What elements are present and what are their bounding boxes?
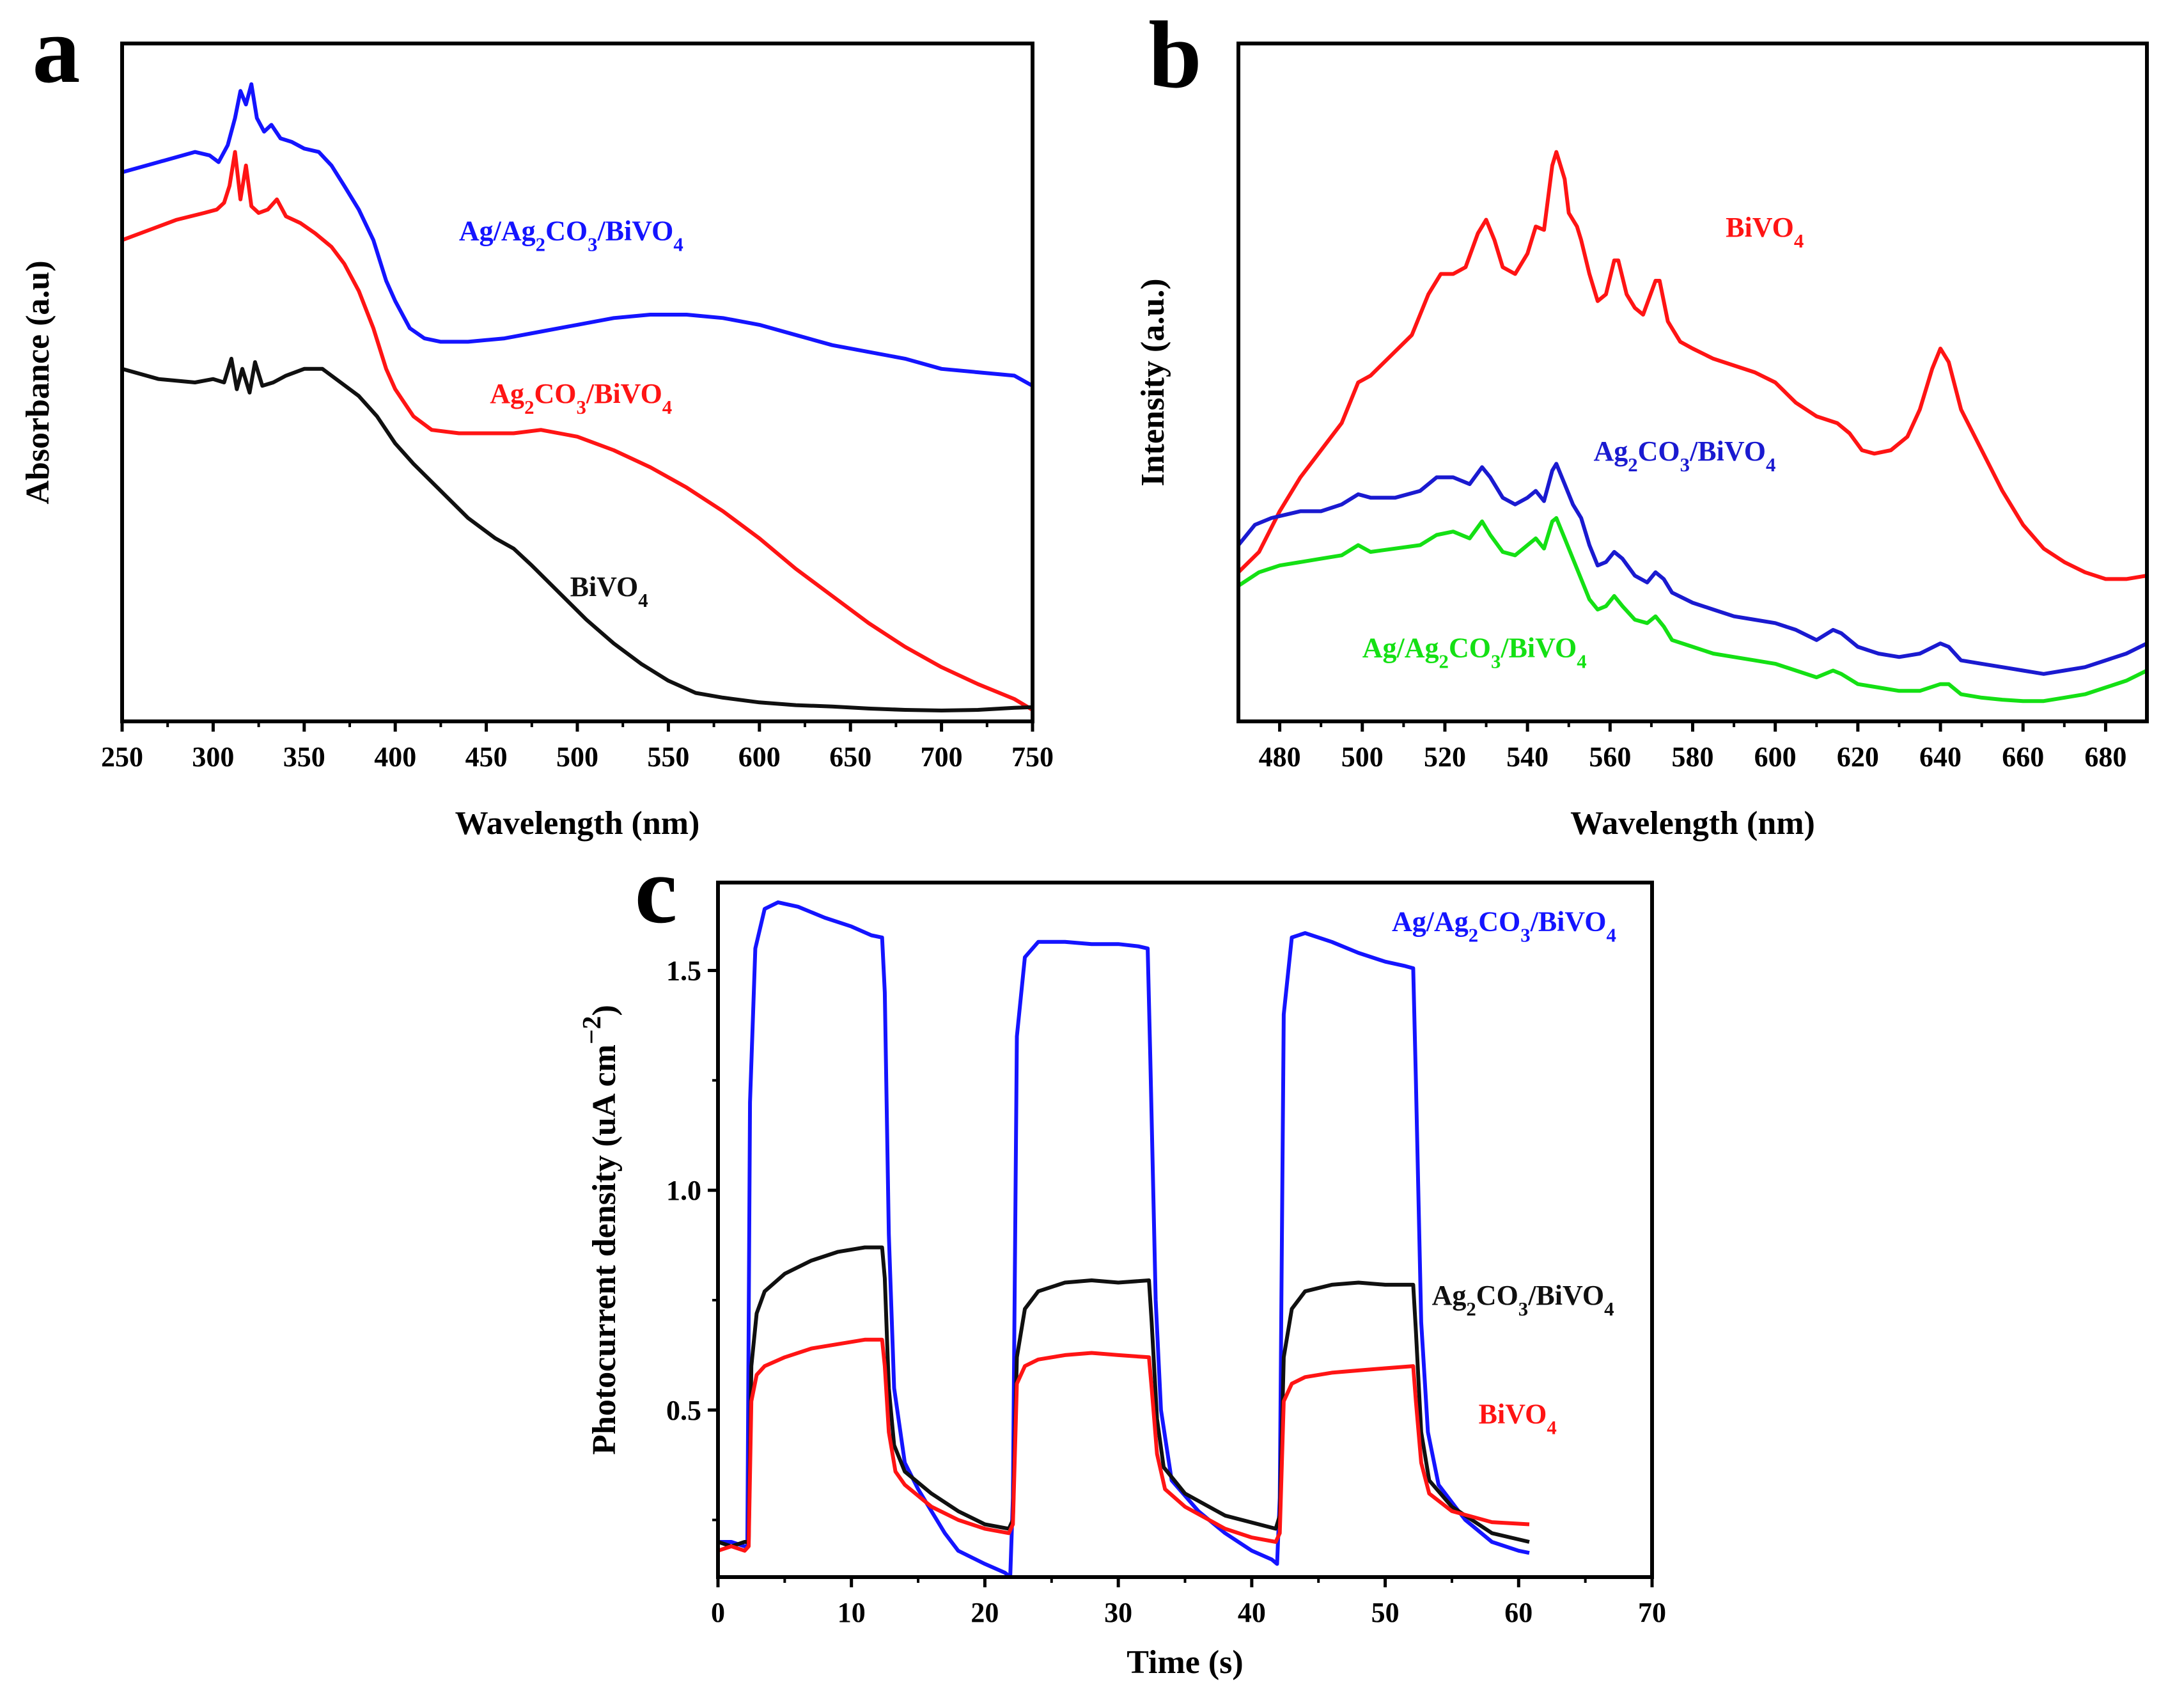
legend-label-ag2co3-bivo4: Ag2CO3/BiVO4 xyxy=(1432,1280,1614,1320)
x-tick-label: 30 xyxy=(1104,1597,1132,1628)
legend-label-bivo4: BiVO4 xyxy=(570,571,648,611)
x-axis-label: Wavelength (nm) xyxy=(1570,805,1815,842)
series-line-ag2co3-bivo4 xyxy=(718,1245,1530,1548)
x-tick-label: 250 xyxy=(101,741,143,773)
x-tick-label: 10 xyxy=(838,1597,866,1628)
legend-label-bivo4: BiVO4 xyxy=(1479,1398,1557,1438)
x-tick-label: 660 xyxy=(2002,741,2044,773)
x-tick-label: 480 xyxy=(1259,741,1301,773)
x-tick-label: 680 xyxy=(2084,741,2126,773)
y-axis-label: Absorbance (a.u) xyxy=(20,260,56,504)
legend-label-ag2co3-bivo4: Ag2CO3/BiVO4 xyxy=(490,378,672,418)
series-group xyxy=(718,900,1530,1577)
legend-label-ag-ag2co3-bivo4: Ag/Ag2CO3/BiVO4 xyxy=(1392,906,1616,947)
x-tick-label: 400 xyxy=(374,741,416,773)
x-tick-label: 50 xyxy=(1371,1597,1400,1628)
series-group xyxy=(1238,150,2147,703)
x-tick-label: 70 xyxy=(1638,1597,1666,1628)
panel-letter-c: c xyxy=(635,837,678,943)
legend-label-ag-ag2co3-bivo4: Ag/Ag2CO3/BiVO4 xyxy=(459,215,683,255)
series-group xyxy=(122,82,1033,712)
x-tick-label: 560 xyxy=(1589,741,1631,773)
x-tick-label: 540 xyxy=(1506,741,1548,773)
x-tick-label: 550 xyxy=(647,741,689,773)
x-tick-label: 60 xyxy=(1504,1597,1533,1628)
x-axis-label: Wavelength (nm) xyxy=(455,805,700,842)
panel-c: c 0 10 20 30 40 50 60 70 0.5 1.0 1.5 Time (s) Photocu… xyxy=(577,837,1666,1681)
series-line-ag2co3-bivo4 xyxy=(122,150,1033,712)
x-tick-label: 580 xyxy=(1672,741,1714,773)
panel-letter-a: a xyxy=(33,0,81,103)
x-tick-label: 500 xyxy=(556,741,598,773)
x-tick-label: 0 xyxy=(711,1597,725,1628)
legend-label-ag2co3-bivo4: Ag2CO3/BiVO4 xyxy=(1593,436,1775,476)
panel-a: a 250 300 350 400 450 500 550 600 650 700 750 Wavele… xyxy=(20,0,1054,842)
x-tick-label: 300 xyxy=(192,741,234,773)
x-tick-label: 700 xyxy=(921,741,963,773)
y-axis-label: Photocurrent density (uA cm−2) xyxy=(577,1005,623,1455)
series-line-ag-ag2co3-bivo4 xyxy=(122,82,1033,388)
x-tick-label: 620 xyxy=(1837,741,1879,773)
x-tick-label: 600 xyxy=(1754,741,1797,773)
series-line-bivo4 xyxy=(1238,150,2147,581)
x-tick-label: 500 xyxy=(1341,741,1384,773)
x-tick-label: 450 xyxy=(465,741,508,773)
x-tick-label: 650 xyxy=(829,741,871,773)
y-tick-label: 1.5 xyxy=(666,955,701,986)
series-line-bivo4 xyxy=(122,356,1033,712)
x-tick-label: 520 xyxy=(1424,741,1466,773)
legend-label-bivo4: BiVO4 xyxy=(1726,212,1804,252)
x-tick-label: 350 xyxy=(283,741,325,773)
panel-b: b 480 500 520 540 560 580 600 620 640 660 680 Wavele… xyxy=(1135,2,2149,842)
y-tick-label: 1.0 xyxy=(666,1175,701,1206)
series-line-ag-ag2co3-bivo4 xyxy=(1238,516,2147,703)
x-tick-label: 640 xyxy=(1919,741,1962,773)
series-line-ag-ag2co3-bivo4 xyxy=(718,900,1530,1577)
x-axis-label: Time (s) xyxy=(1127,1644,1243,1681)
x-tick-label: 600 xyxy=(738,741,781,773)
x-tick-label: 40 xyxy=(1238,1597,1266,1628)
panel-letter-b: b xyxy=(1148,2,1201,108)
legend-label-ag-ag2co3-bivo4: Ag/Ag2CO3/BiVO4 xyxy=(1362,632,1587,672)
x-tick-label: 750 xyxy=(1011,741,1054,773)
series-line-bivo4 xyxy=(718,1337,1530,1553)
y-tick-label: 0.5 xyxy=(666,1395,701,1426)
y-axis-label: Intensity (a.u.) xyxy=(1135,278,1171,486)
series-line-ag2co3-bivo4 xyxy=(1238,462,2147,676)
x-tick-label: 20 xyxy=(971,1597,999,1628)
